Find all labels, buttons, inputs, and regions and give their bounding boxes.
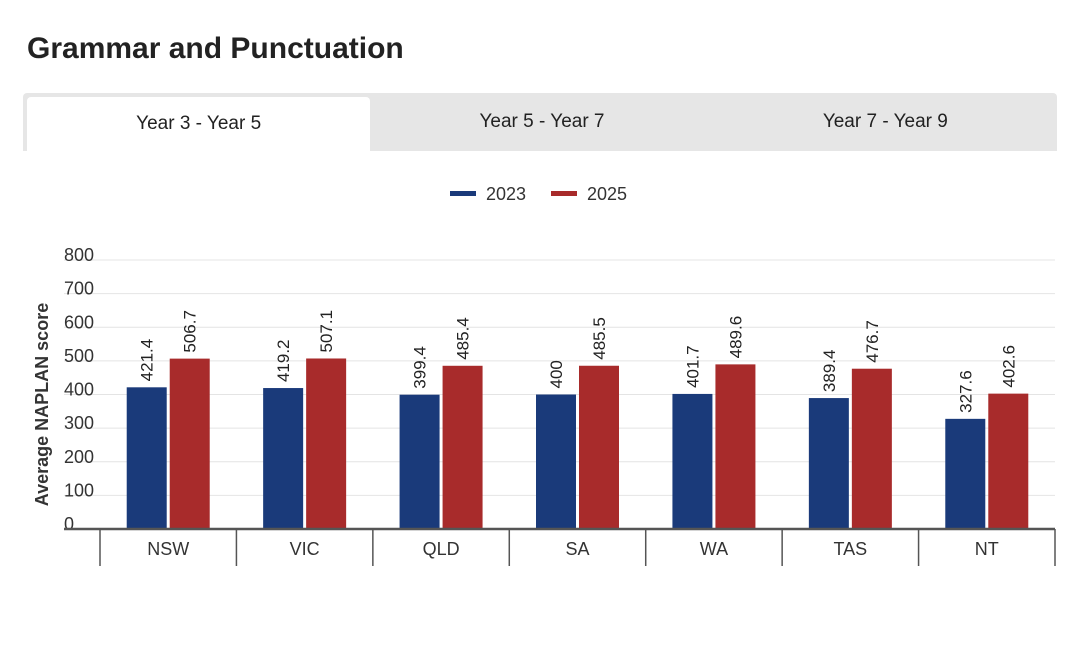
data-label: 506.7 bbox=[181, 310, 200, 353]
data-label: 400 bbox=[547, 360, 566, 388]
data-label: 421.4 bbox=[138, 339, 157, 382]
x-tick-label-wa: WA bbox=[700, 539, 728, 559]
y-tick-label: 200 bbox=[64, 447, 94, 467]
data-label: 419.2 bbox=[274, 339, 293, 382]
data-label: 389.4 bbox=[820, 350, 839, 393]
y-tick-label: 100 bbox=[64, 480, 94, 500]
data-label: 401.7 bbox=[683, 345, 702, 388]
x-tick-label-nt: NT bbox=[975, 539, 999, 559]
legend-swatch-2025 bbox=[551, 191, 577, 196]
legend-label-2023: 2023 bbox=[486, 184, 526, 204]
bar-nt-2023 bbox=[945, 418, 986, 529]
y-tick-label: 500 bbox=[64, 346, 94, 366]
bar-wa-2023 bbox=[672, 393, 713, 529]
y-tick-label: 700 bbox=[64, 279, 94, 299]
year-tabs: Year 3 - Year 5 Year 5 - Year 7 Year 7 -… bbox=[23, 93, 1057, 151]
y-tick-label: 300 bbox=[64, 413, 94, 433]
x-tick-label-nsw: NSW bbox=[147, 539, 189, 559]
data-label: 507.1 bbox=[317, 310, 336, 353]
bar-qld-2025 bbox=[442, 365, 483, 529]
y-tick-label: 800 bbox=[64, 245, 94, 265]
bar-nsw-2023 bbox=[126, 387, 167, 529]
data-label: 489.6 bbox=[726, 316, 745, 359]
tab-year-7-year-9[interactable]: Year 7 - Year 9 bbox=[822, 111, 948, 132]
data-label: 476.7 bbox=[863, 320, 882, 363]
x-tick-label-qld: QLD bbox=[423, 539, 460, 559]
bar-qld-2023 bbox=[399, 394, 440, 529]
data-label: 402.6 bbox=[999, 345, 1018, 388]
bar-sa-2025 bbox=[579, 365, 619, 529]
bar-sa-2023 bbox=[536, 394, 576, 529]
y-tick-label: 600 bbox=[64, 312, 94, 332]
data-label: 327.6 bbox=[956, 370, 975, 413]
bar-vic-2025 bbox=[306, 358, 347, 529]
bar-vic-2023 bbox=[263, 388, 304, 529]
data-label: 485.4 bbox=[454, 317, 473, 360]
x-tick-label-tas: TAS bbox=[834, 539, 868, 559]
x-tick-label-sa: SA bbox=[565, 539, 589, 559]
bar-wa-2025 bbox=[715, 364, 756, 529]
x-tick-label-vic: VIC bbox=[290, 539, 320, 559]
y-tick-label: 0 bbox=[64, 514, 74, 534]
data-label: 399.4 bbox=[411, 346, 430, 389]
data-label: 485.5 bbox=[590, 317, 609, 360]
bar-tas-2025 bbox=[851, 368, 892, 529]
y-axis-title: Average NAPLAN score bbox=[32, 303, 52, 506]
y-tick-label: 400 bbox=[64, 380, 94, 400]
legend-label-2025: 2025 bbox=[587, 184, 627, 204]
bar-chart: 2023 2025 0 100 200 300 400 500 600 700 800 Average… bbox=[32, 184, 1056, 566]
page-title: Grammar and Punctuation bbox=[27, 32, 404, 65]
bar-nt-2025 bbox=[988, 393, 1029, 529]
tab-year-5-year-7[interactable]: Year 5 - Year 7 bbox=[479, 111, 605, 132]
tab-year-3-year-5[interactable]: Year 3 - Year 5 bbox=[27, 97, 371, 151]
bar-tas-2023 bbox=[808, 398, 849, 529]
legend-swatch-2023 bbox=[450, 191, 476, 196]
bar-nsw-2025 bbox=[169, 358, 210, 529]
